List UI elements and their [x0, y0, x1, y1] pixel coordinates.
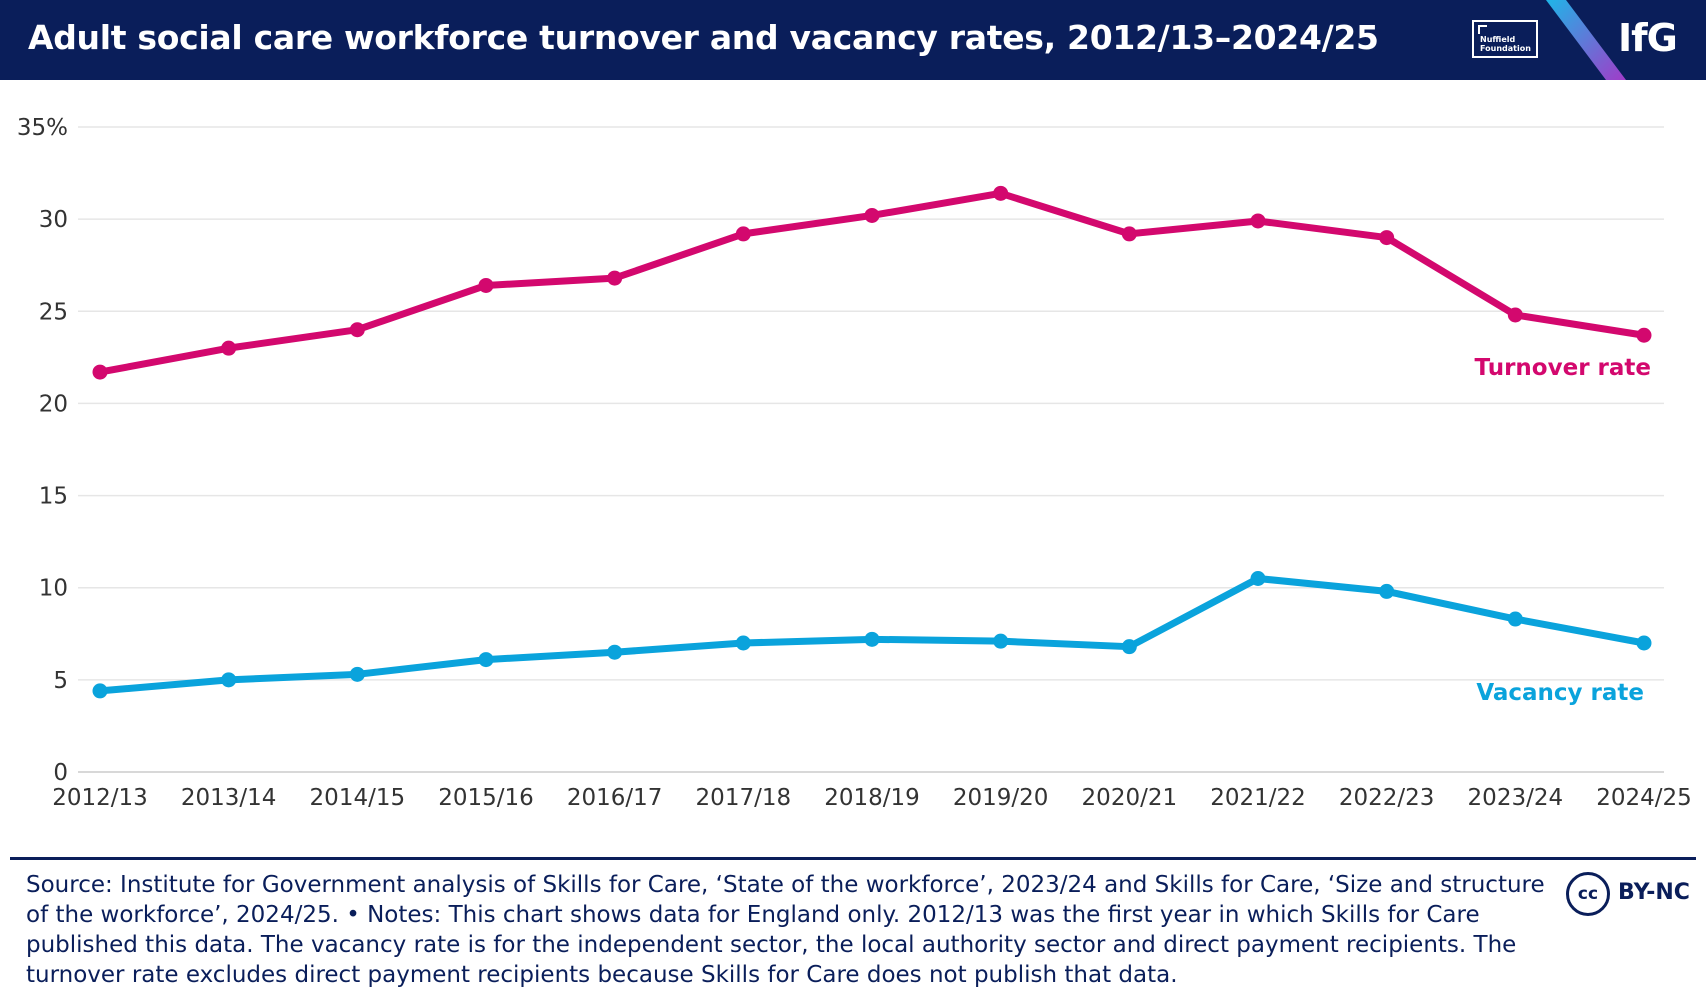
data-point	[993, 633, 1009, 649]
data-point	[607, 644, 623, 660]
data-point	[1636, 635, 1652, 651]
x-tick-label: 2015/16	[438, 785, 534, 811]
x-tick-label: 2016/17	[567, 785, 663, 811]
data-point	[1379, 230, 1395, 246]
source-notes: Source: Institute for Government analysi…	[26, 872, 1545, 988]
data-point	[1379, 583, 1395, 599]
data-point	[735, 226, 751, 242]
footer-divider	[10, 857, 1696, 860]
data-point	[478, 277, 494, 293]
data-point	[993, 185, 1009, 201]
nuffield-foundation-logo: Nuffield Foundation	[1472, 20, 1538, 58]
data-point	[92, 683, 108, 699]
data-point	[1507, 611, 1523, 627]
data-point	[349, 666, 365, 682]
data-point	[1636, 327, 1652, 343]
x-tick-label: 2019/20	[953, 785, 1049, 811]
data-point	[864, 207, 880, 223]
x-tick-label: 2017/18	[696, 785, 792, 811]
data-point	[864, 631, 880, 647]
ifg-logo: IfG	[1618, 16, 1678, 60]
data-point	[221, 340, 237, 356]
y-tick-label: 25	[39, 299, 68, 325]
header-bar: Adult social care workforce turnover and…	[0, 0, 1706, 80]
x-tick-label: 2018/19	[824, 785, 920, 811]
data-point	[478, 652, 494, 668]
series-label: Vacancy rate	[1476, 680, 1644, 706]
data-point	[1507, 307, 1523, 323]
data-point	[92, 364, 108, 380]
series-label: Turnover rate	[1475, 355, 1651, 381]
nuffield-logo-text: Nuffield Foundation	[1480, 35, 1531, 53]
data-point	[1250, 571, 1266, 586]
x-tick-label: 2014/15	[310, 785, 406, 811]
x-tick-label: 2023/24	[1468, 785, 1564, 811]
y-tick-label: 5	[53, 668, 68, 694]
y-tick-label: 30	[39, 207, 68, 233]
line-chart: 0 5 10 15 20 25 30 35% 2012/13 2013/14 2014/15 2015…	[17, 115, 1692, 811]
data-point	[1250, 213, 1266, 229]
x-tick-label: 2021/22	[1210, 785, 1306, 811]
y-tick-label: 15	[39, 484, 68, 510]
nuffield-corner-icon	[1478, 25, 1487, 34]
x-tick-label: 2024/25	[1596, 785, 1692, 811]
data-point	[607, 270, 623, 286]
creative-commons-icon: cc	[1566, 872, 1610, 916]
ifg-stripe-graphic	[1546, 0, 1626, 80]
y-tick-label: 0	[53, 760, 68, 786]
data-point	[349, 322, 365, 338]
license-label: BY-NC	[1618, 880, 1690, 905]
x-tick-label: 2012/13	[52, 785, 148, 811]
y-tick-label: 20	[39, 391, 68, 417]
y-tick-label: 10	[39, 576, 68, 602]
x-tick-label: 2022/23	[1339, 785, 1435, 811]
data-point	[1121, 226, 1137, 242]
data-point	[1121, 639, 1137, 655]
data-point	[221, 672, 237, 688]
chart-title: Adult social care workforce turnover and…	[28, 18, 1379, 57]
y-tick-label: 35%	[17, 115, 68, 141]
data-point	[735, 635, 751, 651]
x-tick-label: 2020/21	[1082, 785, 1178, 811]
x-tick-label: 2013/14	[181, 785, 277, 811]
